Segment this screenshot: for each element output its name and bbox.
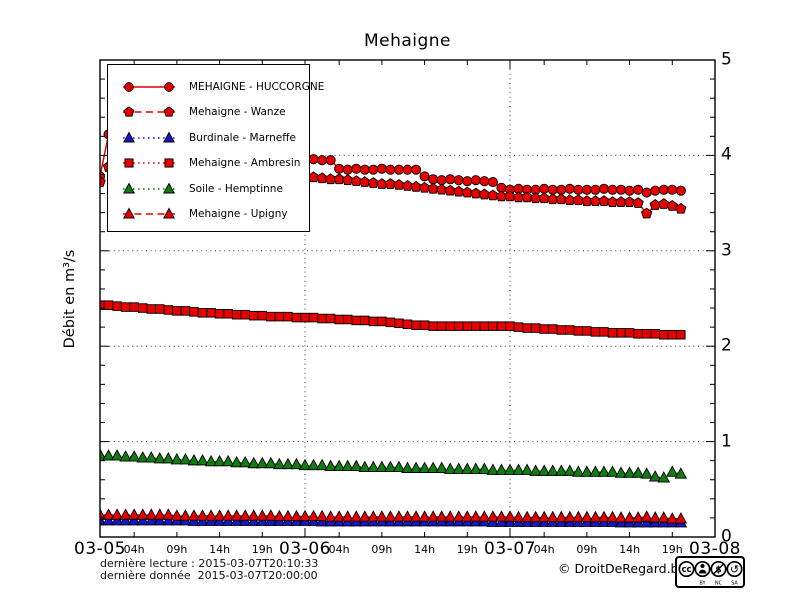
x-tick-hour-label: 19h: [661, 543, 683, 556]
y-tick-label: 5: [721, 49, 732, 70]
x-tick-hour-label: 09h: [166, 543, 188, 556]
x-tick-hour-label: 04h: [123, 543, 145, 556]
by-person-icon: [700, 563, 705, 569]
legend-entry: Burdinale - Marneffe: [108, 125, 309, 151]
last-data-note: dernière donnée 2015-03-07T20:00:00: [100, 569, 318, 582]
legend-label: Mehaigne - Ambresin: [189, 157, 301, 170]
x-tick-hour-label: 09h: [576, 543, 598, 556]
legend-entry: Mehaigne - Ambresin: [108, 151, 309, 177]
last-read-note: dernière lecture : 2015-03-07T20:10:33: [100, 557, 319, 570]
legend-entry: Mehaigne - Wanze: [108, 100, 309, 126]
series-burdinale-marneffe: [99, 514, 688, 528]
nc-label: NC: [715, 581, 723, 587]
x-tick-hour-label: 14h: [414, 543, 436, 556]
cc-license-badge: cc $ ↺ BY NC SA: [675, 556, 745, 588]
by-label: BY: [699, 581, 706, 587]
series-soile-hemptinne: [99, 448, 688, 483]
legend-sample-line-icon: [123, 158, 175, 168]
x-tick-hour-label: 19h: [456, 543, 478, 556]
legend: MEHAIGNE - HUCCORGNE Mehaigne - Wanze Bu…: [107, 64, 324, 232]
x-tick-hour-label: 19h: [251, 543, 273, 556]
series-mehaigne-ambresin: [99, 300, 686, 340]
legend-entry: MEHAIGNE - HUCCORGNE: [108, 74, 324, 100]
legend-label: Burdinale - Marneffe: [189, 131, 296, 144]
nc-dollar-icon: $: [715, 565, 721, 575]
legend-sample-line-icon: [123, 131, 175, 143]
legend-entry: Mehaigne - Upigny: [108, 202, 309, 228]
x-tick-hour-label: 14h: [619, 543, 641, 556]
y-tick-label: 3: [721, 240, 732, 261]
chart-title: Mehaigne: [363, 31, 452, 51]
legend-sample-line-icon: [123, 81, 175, 92]
legend-sample-line-icon: [123, 106, 175, 117]
legend-sample-line-icon: [123, 182, 175, 194]
x-tick-hour-label: 04h: [533, 543, 555, 556]
y-tick-label: 4: [721, 144, 732, 165]
sa-arrow-icon: ↺: [730, 563, 739, 576]
x-tick-day-label: 03-06: [279, 539, 331, 559]
legend-label: Soile - Hemptinne: [189, 182, 283, 195]
sa-label: SA: [731, 581, 738, 587]
x-tick-hour-label: 04h: [328, 543, 350, 556]
x-tick-hour-label: 09h: [371, 543, 393, 556]
y-axis-title: Débit en m³/s: [62, 249, 78, 349]
legend-label: Mehaigne - Upigny: [189, 208, 288, 221]
x-tick-hour-label: 14h: [209, 543, 231, 556]
x-tick-day-label: 03-07: [484, 539, 536, 559]
legend-entry: Soile - Hemptinne: [108, 176, 309, 202]
legend-sample-line-icon: [123, 207, 175, 219]
legend-label: MEHAIGNE - HUCCORGNE: [189, 80, 325, 93]
y-tick-label: 1: [721, 431, 732, 452]
x-tick-day-label: 03-05: [74, 539, 126, 559]
axes-frame: [99, 59, 716, 538]
copyright-text: © DroitDeRegard.be: [558, 561, 687, 576]
x-tick-day-label: 03-08: [689, 539, 741, 559]
y-tick-label: 2: [721, 335, 732, 356]
cc-icon: cc: [681, 565, 691, 575]
series-mehaigne-upigny: [99, 508, 688, 524]
legend-label: Mehaigne - Wanze: [189, 106, 286, 119]
y-tick-label: 0: [721, 526, 732, 547]
